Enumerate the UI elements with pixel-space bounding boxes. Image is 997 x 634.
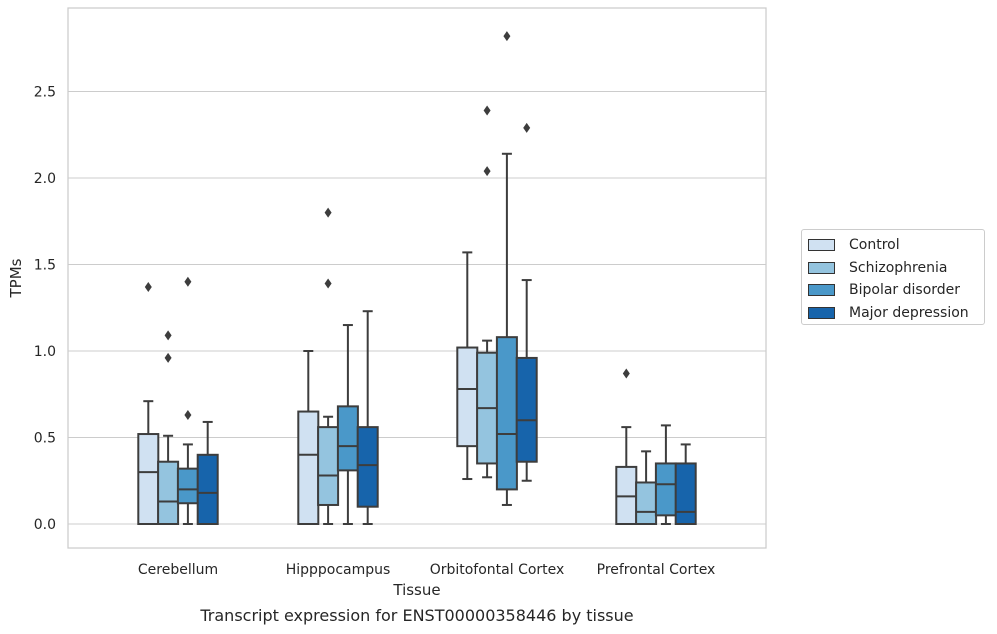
x-tick-label: Prefrontal Cortex <box>597 562 716 578</box>
box <box>674 443 697 526</box>
legend-item: Schizophrenia <box>808 259 947 277</box>
grid-lines <box>68 90 766 525</box>
legend-label: Control <box>849 237 900 253</box>
box-body <box>317 426 340 506</box>
box <box>515 122 538 482</box>
legend-swatch <box>808 284 835 296</box>
box-body <box>157 460 180 525</box>
series-major-depression <box>196 122 697 526</box>
box-body <box>495 336 518 491</box>
legend-swatch <box>808 261 835 274</box>
legend-label: Major depression <box>849 304 969 321</box>
box-body <box>635 481 658 526</box>
outlier-point <box>164 330 172 341</box>
box-series <box>137 31 697 526</box>
outlier-point <box>483 105 491 116</box>
legend-item: Major depression <box>808 304 969 322</box>
box <box>176 276 199 525</box>
box <box>456 251 479 481</box>
y-axis-label: TPMs <box>7 258 25 298</box>
outlier-point <box>483 166 491 177</box>
box <box>615 368 638 526</box>
x-tick-label: Hipppocampus <box>286 562 391 578</box>
box-body <box>176 467 199 505</box>
y-tick-label: 0.5 <box>34 431 56 447</box>
chart-caption: Transcript expression for ENST0000035844… <box>200 606 634 625</box>
plot-area-frame <box>67 7 767 549</box>
box <box>356 310 379 525</box>
legend-item: Bipolar disorder <box>808 281 960 299</box>
box-body <box>674 462 697 526</box>
box-body <box>336 405 359 472</box>
legend-swatch <box>808 239 835 251</box>
box <box>654 424 677 525</box>
box <box>635 450 658 526</box>
outlier-point <box>324 278 332 289</box>
outlier-point <box>184 410 192 421</box>
box-body <box>137 433 160 526</box>
legend-item: Control <box>808 236 900 254</box>
outlier-point <box>622 368 630 379</box>
box <box>317 207 340 525</box>
box-body <box>196 453 219 525</box>
box <box>297 350 320 525</box>
x-axis-ticks: Cerebellum Hipppocampus Orbitofontal Corte… <box>138 562 715 578</box>
box-body <box>654 462 677 517</box>
outlier-point <box>324 207 332 218</box>
y-tick-label: 1.0 <box>34 344 56 360</box>
legend-label: Schizophrenia <box>849 259 948 276</box>
box <box>157 330 180 525</box>
x-tick-label: Orbitofontal Cortex <box>430 562 565 578</box>
box-body <box>297 410 320 525</box>
box <box>196 420 219 525</box>
outlier-point <box>184 276 192 287</box>
outlier-point <box>164 352 172 363</box>
legend-label: Bipolar disorder <box>849 282 961 298</box>
box-body <box>356 426 379 508</box>
y-axis-ticks: 0.0 0.5 1.0 1.5 2.0 2.5 <box>34 85 56 534</box>
x-tick-label: Cerebellum <box>138 562 218 578</box>
series-schizophrenia <box>157 105 658 526</box>
outlier-point <box>523 122 531 133</box>
x-axis-label: Tissue <box>392 581 440 599</box>
outlier-point <box>503 31 511 42</box>
y-tick-label: 2.0 <box>34 171 56 187</box>
box-body <box>456 346 479 448</box>
legend: Control Schizophrenia Bipolar disorder Majo… <box>801 229 985 325</box>
box <box>476 105 499 479</box>
legend-swatch <box>808 306 835 319</box>
box <box>495 31 518 506</box>
box-body <box>515 356 538 463</box>
y-tick-label: 1.5 <box>34 258 56 274</box>
y-tick-label: 2.5 <box>34 85 56 101</box>
box <box>336 324 359 525</box>
outlier-point <box>144 281 152 292</box>
y-tick-label: 0.0 <box>34 517 56 533</box>
series-bipolar-disorder <box>176 31 677 525</box>
box <box>137 281 160 526</box>
